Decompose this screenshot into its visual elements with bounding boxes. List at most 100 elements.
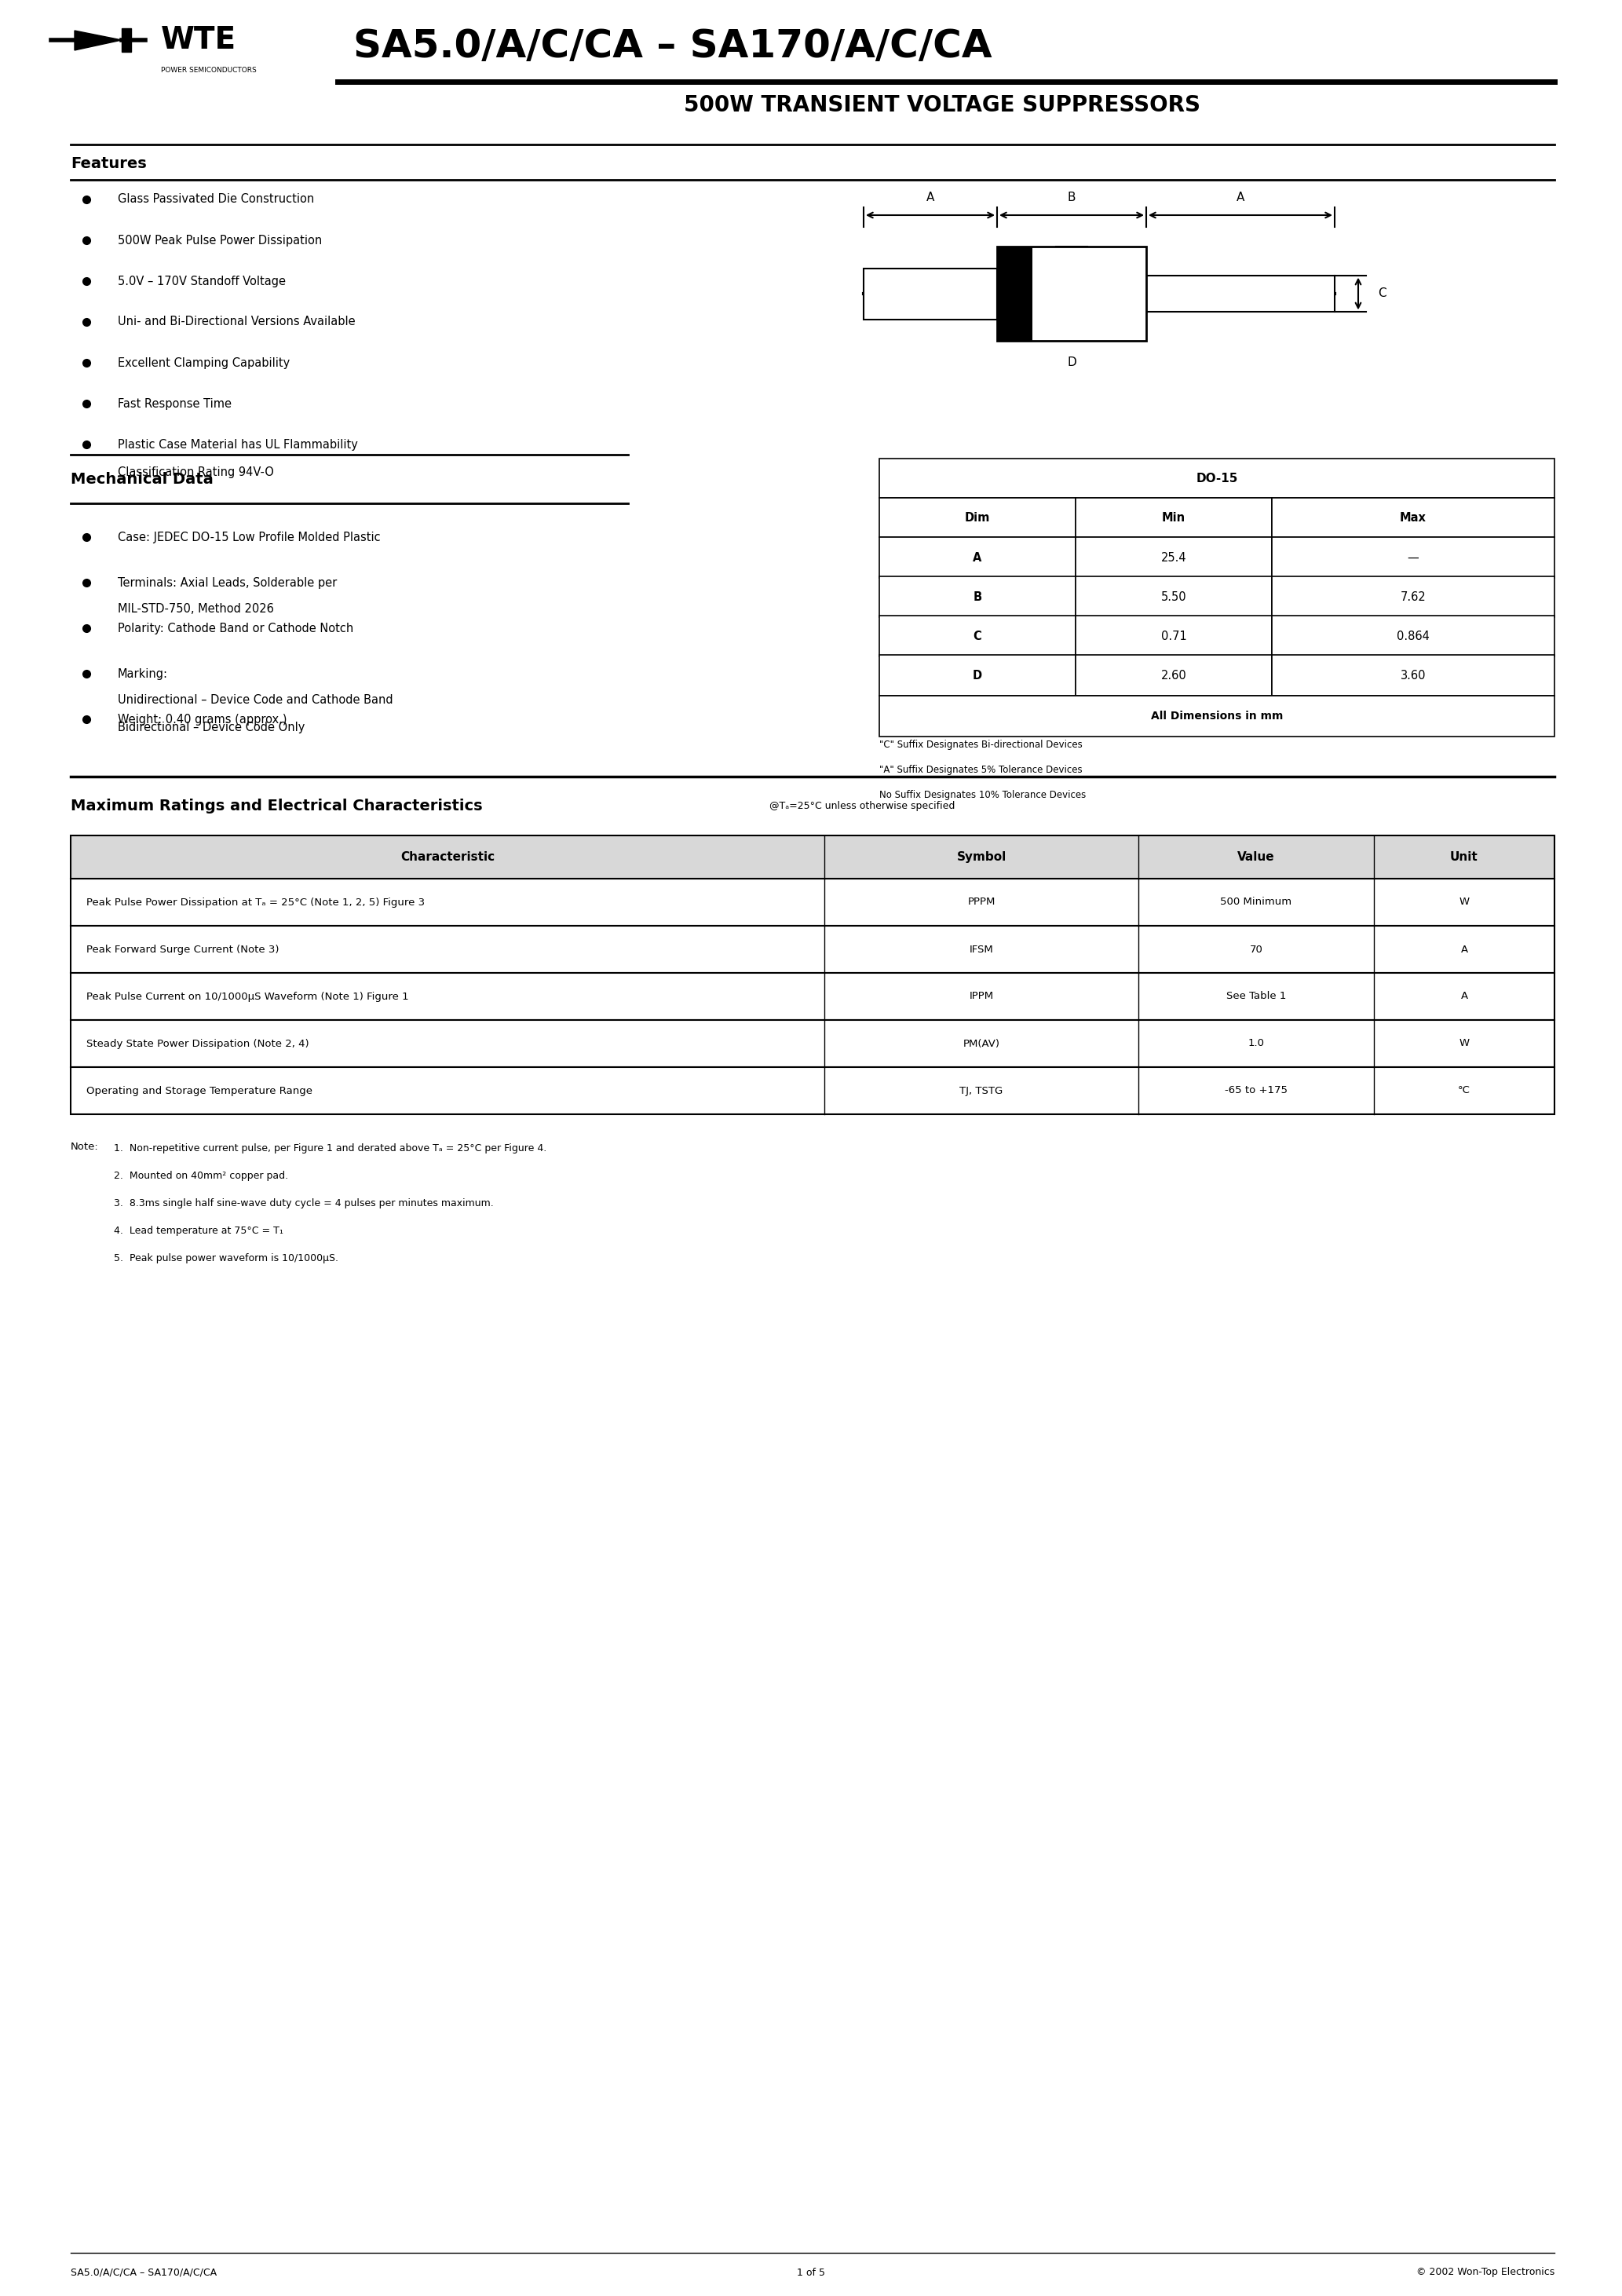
Text: PPPM: PPPM [967, 898, 996, 907]
Bar [879, 576, 1075, 618]
Bar [1272, 615, 1554, 657]
Bar [1075, 498, 1272, 537]
Text: Mechanical Data: Mechanical Data [71, 473, 214, 487]
Bar [1147, 276, 1335, 312]
Text: 2.60: 2.60 [1161, 670, 1187, 682]
Text: C: C [973, 629, 981, 643]
Text: IFSM: IFSM [970, 944, 993, 955]
Text: Unidirectional – Device Code and Cathode Band: Unidirectional – Device Code and Cathode… [118, 693, 393, 707]
Text: Excellent Clamping Capability: Excellent Clamping Capability [118, 356, 290, 370]
Text: A: A [1461, 944, 1468, 955]
Text: "A" Suffix Designates 5% Tolerance Devices: "A" Suffix Designates 5% Tolerance Devic… [879, 765, 1082, 774]
Polygon shape [75, 30, 122, 51]
Text: 25.4: 25.4 [1161, 551, 1187, 563]
Bar [1075, 576, 1272, 618]
Text: Marking:: Marking: [118, 668, 169, 680]
Bar [1075, 654, 1272, 696]
Text: POWER SEMICONDUCTORS: POWER SEMICONDUCTORS [161, 67, 256, 73]
Text: A: A [1461, 992, 1468, 1001]
Text: Symbol: Symbol [957, 852, 1006, 863]
Bar [879, 537, 1075, 579]
Text: © 2002 Won-Top Electronics: © 2002 Won-Top Electronics [1416, 2268, 1554, 2278]
Text: Unit: Unit [1450, 852, 1478, 863]
Text: 1.  Non-repetitive current pulse, per Figure 1 and derated above Tₐ = 25°C per F: 1. Non-repetitive current pulse, per Fig… [114, 1143, 547, 1153]
Text: DO-15: DO-15 [1195, 473, 1238, 484]
Text: 5.50: 5.50 [1161, 590, 1187, 602]
Text: A: A [1236, 191, 1244, 204]
Text: A: A [926, 191, 934, 204]
Text: Value: Value [1238, 852, 1275, 863]
Bar [1272, 498, 1554, 537]
Text: 1 of 5: 1 of 5 [796, 2268, 826, 2278]
Text: Steady State Power Dissipation (Note 2, 4): Steady State Power Dissipation (Note 2, … [86, 1038, 310, 1049]
Text: B: B [973, 590, 981, 602]
Text: Polarity: Cathode Band or Cathode Notch: Polarity: Cathode Band or Cathode Notch [118, 622, 354, 634]
Text: 5.  Peak pulse power waveform is 10/1000μS.: 5. Peak pulse power waveform is 10/1000μ… [114, 1254, 339, 1263]
Bar [879, 696, 1554, 737]
Bar [122, 28, 131, 53]
Bar [1075, 537, 1272, 579]
Bar [863, 269, 998, 319]
Bar [71, 1019, 1554, 1068]
Text: Case: JEDEC DO-15 Low Profile Molded Plastic: Case: JEDEC DO-15 Low Profile Molded Pla… [118, 530, 381, 542]
Text: 500 Minimum: 500 Minimum [1220, 898, 1291, 907]
Text: Fast Response Time: Fast Response Time [118, 397, 232, 409]
Bar [1075, 615, 1272, 657]
Text: Peak Pulse Current on 10/1000μS Waveform (Note 1) Figure 1: Peak Pulse Current on 10/1000μS Waveform… [86, 992, 409, 1001]
Bar [998, 246, 1147, 340]
Text: No Suffix Designates 10% Tolerance Devices: No Suffix Designates 10% Tolerance Devic… [879, 790, 1087, 799]
Text: B: B [1067, 191, 1075, 204]
Text: A: A [973, 551, 981, 563]
Text: Uni- and Bi-Directional Versions Available: Uni- and Bi-Directional Versions Availab… [118, 317, 355, 328]
Text: 0.71: 0.71 [1161, 629, 1187, 643]
Text: 500W Peak Pulse Power Dissipation: 500W Peak Pulse Power Dissipation [118, 234, 323, 246]
Text: 3.  8.3ms single half sine-wave duty cycle = 4 pulses per minutes maximum.: 3. 8.3ms single half sine-wave duty cycl… [114, 1199, 493, 1208]
Text: Maximum Ratings and Electrical Characteristics: Maximum Ratings and Electrical Character… [71, 799, 482, 813]
Text: Peak Forward Surge Current (Note 3): Peak Forward Surge Current (Note 3) [86, 944, 279, 955]
Text: IPPM: IPPM [970, 992, 994, 1001]
Text: 7.62: 7.62 [1400, 590, 1426, 602]
Bar [879, 498, 1075, 537]
Text: Max: Max [1400, 512, 1426, 523]
Text: TJ, TSTG: TJ, TSTG [960, 1086, 1002, 1095]
Text: Plastic Case Material has UL Flammability: Plastic Case Material has UL Flammabilit… [118, 439, 358, 450]
Text: WTE: WTE [161, 25, 237, 55]
Text: W: W [1460, 1038, 1470, 1049]
Text: 500W TRANSIENT VOLTAGE SUPPRESSORS: 500W TRANSIENT VOLTAGE SUPPRESSORS [684, 94, 1200, 117]
Bar [1272, 576, 1554, 618]
Text: Glass Passivated Die Construction: Glass Passivated Die Construction [118, 193, 315, 204]
Text: All Dimensions in mm: All Dimensions in mm [1150, 712, 1283, 721]
Text: Classification Rating 94V-O: Classification Rating 94V-O [118, 466, 274, 478]
Text: 5.0V – 170V Standoff Voltage: 5.0V – 170V Standoff Voltage [118, 276, 285, 287]
Text: 70: 70 [1249, 944, 1264, 955]
Text: Terminals: Axial Leads, Solderable per: Terminals: Axial Leads, Solderable per [118, 576, 337, 588]
Text: "C" Suffix Designates Bi-directional Devices: "C" Suffix Designates Bi-directional Dev… [879, 739, 1082, 748]
Text: W: W [1460, 898, 1470, 907]
Text: SA5.0/A/C/CA – SA170/A/C/CA: SA5.0/A/C/CA – SA170/A/C/CA [71, 2268, 217, 2278]
Bar [998, 246, 1032, 340]
Bar [71, 836, 1554, 879]
Text: —: — [1408, 551, 1419, 563]
Text: See Table 1: See Table 1 [1226, 992, 1286, 1001]
Text: Bidirectional – Device Code Only: Bidirectional – Device Code Only [118, 721, 305, 732]
Bar [879, 459, 1554, 498]
Bar [71, 1068, 1554, 1114]
Text: SA5.0/A/C/CA – SA170/A/C/CA: SA5.0/A/C/CA – SA170/A/C/CA [354, 28, 993, 64]
Text: D: D [973, 670, 983, 682]
Bar [71, 925, 1554, 974]
Text: C: C [1377, 287, 1387, 298]
Text: Dim: Dim [965, 512, 989, 523]
Text: PM(AV): PM(AV) [963, 1038, 999, 1049]
Bar [71, 879, 1554, 925]
Bar [1272, 537, 1554, 579]
Text: -65 to +175: -65 to +175 [1225, 1086, 1288, 1095]
Text: Note:: Note: [71, 1141, 99, 1153]
Bar [71, 974, 1554, 1019]
Bar [879, 654, 1075, 696]
Text: MIL-STD-750, Method 2026: MIL-STD-750, Method 2026 [118, 604, 274, 615]
Text: 2.  Mounted on 40mm² copper pad.: 2. Mounted on 40mm² copper pad. [114, 1171, 289, 1180]
Bar [879, 615, 1075, 657]
Text: Features: Features [71, 156, 146, 172]
Text: °C: °C [1458, 1086, 1471, 1095]
Text: Peak Pulse Power Dissipation at Tₐ = 25°C (Note 1, 2, 5) Figure 3: Peak Pulse Power Dissipation at Tₐ = 25°… [86, 898, 425, 907]
